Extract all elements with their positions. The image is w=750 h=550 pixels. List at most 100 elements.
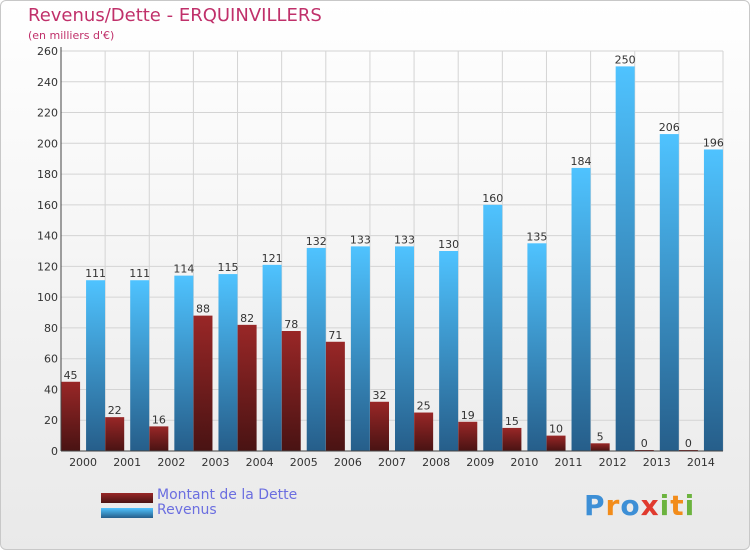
data-label-revenus-2010: 135 bbox=[526, 230, 547, 243]
bar-revenus-2005 bbox=[306, 247, 326, 451]
data-label-revenus-2011: 184 bbox=[571, 155, 592, 168]
data-label-revenus-2013: 206 bbox=[659, 121, 680, 134]
logo-letter: r bbox=[605, 489, 621, 522]
bar-dette-2006 bbox=[325, 341, 345, 451]
data-label-dette-2002: 16 bbox=[152, 413, 166, 426]
y-tick-label: 60 bbox=[44, 353, 58, 366]
data-label-dette-2000: 45 bbox=[64, 369, 78, 382]
y-tick-label: 200 bbox=[37, 137, 58, 150]
x-tick-label-2003: 2003 bbox=[201, 456, 229, 469]
bar-revenus-2013 bbox=[659, 134, 679, 452]
data-label-revenus-2007: 133 bbox=[394, 233, 415, 246]
bar-revenus-2008 bbox=[439, 251, 459, 451]
x-tick-label-2012: 2012 bbox=[599, 456, 627, 469]
chart-title: Revenus/Dette - ERQUINVILLERS bbox=[28, 5, 322, 26]
bar-revenus-2002 bbox=[174, 275, 194, 451]
bar-dette-2004 bbox=[237, 324, 257, 451]
y-tick-label: 180 bbox=[37, 168, 58, 181]
data-label-revenus-2001: 111 bbox=[129, 267, 150, 280]
bar-revenus-2007 bbox=[395, 246, 414, 451]
x-tick-label-2001: 2001 bbox=[113, 456, 141, 469]
bar-dette-2008 bbox=[414, 412, 434, 451]
data-label-revenus-2014: 196 bbox=[703, 136, 724, 149]
y-tick-label: 240 bbox=[37, 76, 58, 89]
y-tick-label: 220 bbox=[37, 107, 58, 120]
data-label-revenus-2012: 250 bbox=[615, 53, 636, 66]
x-tick-label-2002: 2002 bbox=[157, 456, 185, 469]
data-label-dette-2008: 25 bbox=[417, 400, 431, 413]
bar-revenus-2000 bbox=[86, 280, 106, 451]
x-tick-label-2000: 2000 bbox=[69, 456, 97, 469]
y-tick-label: 120 bbox=[37, 260, 58, 273]
data-label-dette-2014: 0 bbox=[685, 437, 692, 450]
logo-letter: x bbox=[640, 489, 660, 522]
bar-revenus-2009 bbox=[483, 204, 503, 451]
y-tick-label: 80 bbox=[44, 322, 58, 335]
data-label-dette-2012: 5 bbox=[597, 430, 604, 443]
y-tick-label: 140 bbox=[37, 230, 58, 243]
bar-revenus-2010 bbox=[527, 243, 547, 451]
bar-dette-2005 bbox=[281, 331, 301, 451]
data-label-dette-2010: 15 bbox=[505, 415, 519, 428]
data-label-dette-2003: 88 bbox=[196, 303, 210, 316]
x-tick-label-2013: 2013 bbox=[643, 456, 671, 469]
data-label-dette-2007: 32 bbox=[373, 389, 387, 402]
data-label-revenus-2002: 114 bbox=[173, 263, 194, 276]
proxiti-logo: Proxiti bbox=[584, 489, 695, 522]
logo-letter: t bbox=[670, 489, 685, 522]
data-label-dette-2009: 19 bbox=[461, 409, 475, 422]
bar-revenus-2014 bbox=[703, 149, 723, 451]
x-tick-label-2006: 2006 bbox=[334, 456, 362, 469]
x-tick-label-2007: 2007 bbox=[378, 456, 406, 469]
bar-dette-2001 bbox=[105, 417, 125, 451]
bar-revenus-2003 bbox=[218, 274, 238, 451]
bar-dette-2002 bbox=[149, 426, 169, 451]
data-label-revenus-2004: 121 bbox=[262, 252, 283, 265]
bar-revenus-2004 bbox=[262, 264, 282, 451]
y-tick-label: 100 bbox=[37, 291, 58, 304]
chart-subtitle: (en milliers d'€) bbox=[28, 29, 115, 42]
data-label-revenus-2005: 132 bbox=[306, 235, 327, 248]
logo-letter: i bbox=[659, 489, 671, 522]
y-tick-label: 40 bbox=[44, 383, 58, 396]
bar-dette-2009 bbox=[458, 421, 478, 451]
x-tick-label-2004: 2004 bbox=[246, 456, 274, 469]
data-label-revenus-2000: 111 bbox=[85, 267, 106, 280]
bar-dette-2007 bbox=[370, 401, 389, 451]
data-label-dette-2006: 71 bbox=[328, 329, 342, 342]
x-tick-label-2005: 2005 bbox=[290, 456, 318, 469]
data-label-revenus-2003: 115 bbox=[217, 261, 238, 274]
bar-dette-2012 bbox=[590, 443, 610, 451]
data-label-dette-2013: 0 bbox=[641, 437, 648, 450]
data-label-revenus-2008: 130 bbox=[438, 238, 459, 251]
bar-revenus-2011 bbox=[571, 167, 591, 451]
data-label-dette-2004: 82 bbox=[240, 312, 254, 325]
logo-letter: o bbox=[620, 489, 641, 522]
legend-label-revenus: Revenus bbox=[157, 502, 217, 518]
bar-dette-2000 bbox=[61, 381, 81, 451]
data-label-revenus-2009: 160 bbox=[482, 192, 503, 205]
x-tick-label-2014: 2014 bbox=[687, 456, 715, 469]
legend-label-dette: Montant de la Dette bbox=[157, 487, 298, 503]
bar-dette-2011 bbox=[546, 435, 566, 451]
x-tick-label-2009: 2009 bbox=[466, 456, 494, 469]
logo-letter: i bbox=[684, 489, 696, 522]
data-label-revenus-2006: 133 bbox=[350, 233, 371, 246]
data-label-dette-2011: 10 bbox=[549, 423, 563, 436]
legend-swatch-revenus bbox=[101, 508, 153, 518]
bar-revenus-2001 bbox=[130, 280, 150, 451]
y-tick-label: 20 bbox=[44, 414, 58, 427]
x-tick-label-2010: 2010 bbox=[510, 456, 538, 469]
x-tick-label-2008: 2008 bbox=[422, 456, 450, 469]
data-label-dette-2005: 78 bbox=[284, 318, 298, 331]
y-tick-label: 160 bbox=[37, 199, 58, 212]
bar-dette-2010 bbox=[502, 427, 522, 451]
x-tick-label-2011: 2011 bbox=[555, 456, 583, 469]
bar-dette-2003 bbox=[193, 315, 213, 451]
bar-revenus-2006 bbox=[350, 246, 370, 451]
logo-letter: P bbox=[584, 489, 606, 522]
y-tick-label: 0 bbox=[51, 445, 58, 458]
data-label-dette-2001: 22 bbox=[108, 404, 122, 417]
bar-revenus-2012 bbox=[615, 66, 635, 451]
